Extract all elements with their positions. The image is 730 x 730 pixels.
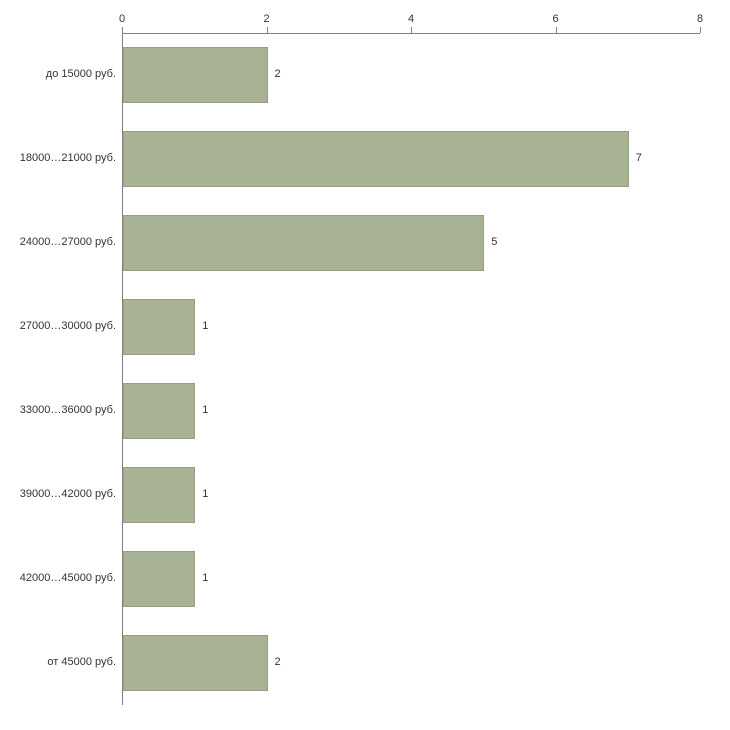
bar-value-label: 1 <box>202 320 209 332</box>
x-tick-mark <box>411 27 412 33</box>
bar-value-label: 1 <box>202 488 209 500</box>
bar <box>123 635 268 691</box>
bar-value-label: 2 <box>274 656 281 668</box>
x-tick-mark <box>266 27 268 33</box>
x-tick-label: 6 <box>552 13 559 25</box>
x-tick-label: 8 <box>696 13 704 25</box>
x-tick-label: 4 <box>407 13 415 25</box>
x-axis-line <box>122 33 700 34</box>
bar <box>123 299 196 355</box>
y-axis-line <box>122 33 123 705</box>
bar-value-label: 7 <box>635 152 642 164</box>
bar <box>123 551 196 607</box>
bar <box>123 131 629 187</box>
x-tick-mark <box>700 27 701 33</box>
x-tick-label: 0 <box>118 13 126 25</box>
bar <box>123 467 196 523</box>
category-label: 24000…27000 руб. <box>19 236 116 248</box>
category-label: 42000…45000 руб. <box>19 572 116 584</box>
bar-value-label: 5 <box>491 236 498 248</box>
category-label: 39000…42000 руб. <box>19 488 116 500</box>
bar <box>123 215 485 271</box>
category-label: от 45000 руб. <box>47 656 116 668</box>
bar-value-label: 2 <box>274 68 281 80</box>
category-label: до 15000 руб. <box>45 68 116 80</box>
bar <box>123 47 268 103</box>
x-tick-mark <box>122 27 123 33</box>
bar <box>123 383 196 439</box>
category-label: 33000…36000 руб. <box>19 404 116 416</box>
category-label: 27000…30000 руб. <box>19 320 116 332</box>
x-tick-mark <box>555 27 557 33</box>
bar-value-label: 1 <box>202 404 209 416</box>
category-label: 18000…21000 руб. <box>19 152 116 164</box>
bar-value-label: 1 <box>202 572 209 584</box>
x-tick-label: 2 <box>263 13 270 25</box>
